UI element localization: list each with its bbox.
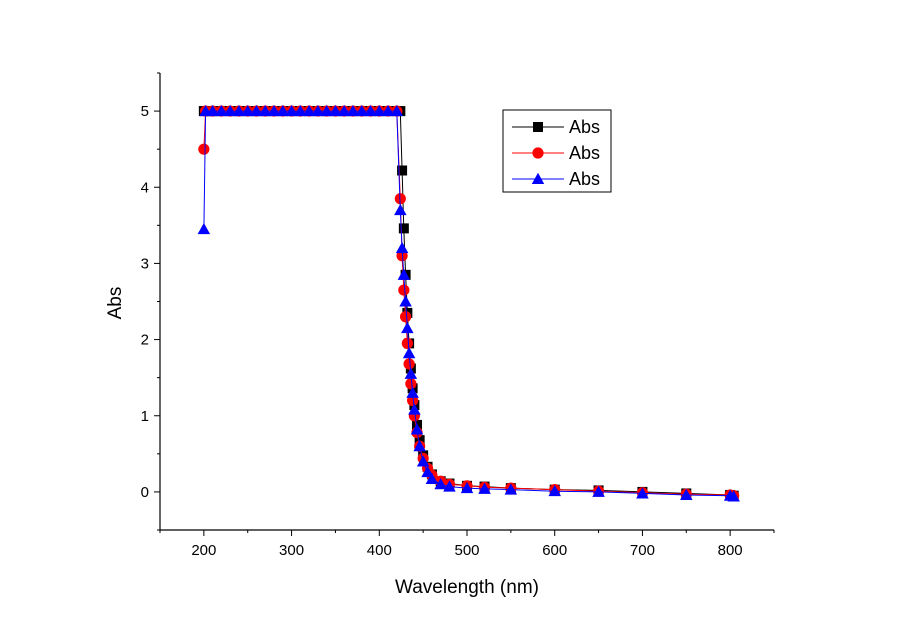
data-point-triangle [636, 487, 649, 499]
legend: Abs Abs Abs [502, 109, 612, 193]
x-axis-title: Wavelength (nm) [395, 577, 539, 598]
data-point-triangle [531, 172, 545, 184]
data-point-triangle [381, 104, 395, 117]
data-point-triangle [302, 104, 316, 117]
legend-item: Abs [512, 169, 600, 189]
y-tick-label: 5 [141, 103, 149, 120]
data-point-triangle [408, 403, 421, 415]
data-point-triangle [402, 347, 416, 359]
data-point-triangle [548, 484, 561, 497]
series-triangle [197, 104, 740, 502]
series-line [203, 110, 734, 497]
legend-box [502, 109, 612, 193]
data-point-square [397, 165, 408, 176]
data-point-circle [403, 358, 415, 370]
data-point-triangle [504, 483, 518, 495]
x-tick-label: 800 [718, 542, 743, 559]
x-tick-label: 700 [630, 542, 655, 559]
data-point-circle [398, 284, 410, 296]
data-point-triangle [434, 478, 447, 490]
data-point-circle [405, 378, 417, 390]
x-tick-label: 600 [542, 542, 567, 559]
data-point-triangle [197, 222, 211, 235]
legend-label: Abs [569, 117, 600, 137]
data-point-square [398, 223, 409, 234]
data-point-triangle [285, 104, 298, 117]
data-point-triangle [215, 104, 228, 117]
data-point-triangle [727, 490, 740, 502]
data-point-triangle [443, 480, 456, 492]
data-point-circle [400, 311, 412, 323]
y-axis-title: Abs [105, 287, 126, 320]
series-line [203, 110, 734, 497]
legend-label: Abs [569, 143, 600, 163]
data-point-triangle [478, 482, 491, 494]
data-point-triangle [355, 104, 368, 117]
data-point-triangle [394, 203, 407, 216]
data-point-triangle [413, 439, 426, 452]
data-point-triangle [346, 104, 360, 117]
data-point-triangle [410, 423, 424, 435]
legend-item: Abs [512, 143, 600, 163]
series-line [203, 110, 734, 497]
axes-layer [159, 73, 774, 531]
data-point-triangle [395, 241, 409, 254]
data-point-triangle [397, 268, 411, 280]
data-point-square [533, 122, 543, 132]
data-point-triangle [401, 321, 414, 334]
data-point-triangle [311, 104, 325, 117]
data-point-triangle [680, 488, 693, 500]
data-point-triangle [390, 104, 404, 117]
data-point-triangle [267, 104, 281, 117]
series-circle [198, 105, 740, 502]
x-tick-label: 400 [367, 542, 392, 559]
data-point-triangle [232, 104, 246, 117]
data-point-triangle [276, 104, 290, 117]
data-point-triangle [421, 465, 434, 478]
data-point-triangle [241, 104, 254, 117]
data-point-triangle [329, 104, 342, 117]
series-square [198, 106, 739, 501]
data-point-triangle [364, 104, 377, 117]
data-point-circle [401, 337, 413, 349]
data-point-circle [198, 143, 210, 155]
data-point-triangle [460, 481, 474, 494]
x-tick-label: 500 [454, 542, 479, 559]
data-point-triangle [250, 104, 263, 117]
data-point-triangle [337, 104, 351, 117]
data-point-triangle [592, 485, 605, 497]
data-point-triangle [206, 104, 219, 117]
data-point-triangle [294, 104, 307, 117]
data-point-triangle [320, 104, 333, 117]
y-tick-label: 3 [141, 255, 149, 272]
data-point-triangle [416, 455, 430, 467]
data-point-triangle [223, 104, 237, 117]
data-point-triangle [404, 367, 418, 379]
x-tick-label: 200 [191, 542, 216, 559]
y-tick-label: 1 [141, 408, 149, 425]
y-tick-label: 0 [141, 484, 149, 501]
data-point-circle [532, 147, 544, 159]
series-layer [197, 104, 740, 502]
data-point-triangle [406, 386, 419, 398]
x-tick-label: 300 [279, 542, 304, 559]
data-point-triangle [373, 104, 386, 117]
legend-label: Abs [569, 169, 600, 189]
ticks-layer: 200 300 400 500 600 700 800 0 1 2 3 4 5 [141, 72, 775, 559]
legend-items: Abs Abs Abs [512, 117, 600, 189]
data-point-triangle [259, 104, 272, 117]
legend-item: Abs [512, 117, 600, 137]
data-point-triangle [399, 295, 412, 307]
y-tick-label: 4 [141, 179, 149, 196]
y-tick-label: 2 [141, 332, 149, 349]
data-point-triangle [425, 472, 439, 484]
